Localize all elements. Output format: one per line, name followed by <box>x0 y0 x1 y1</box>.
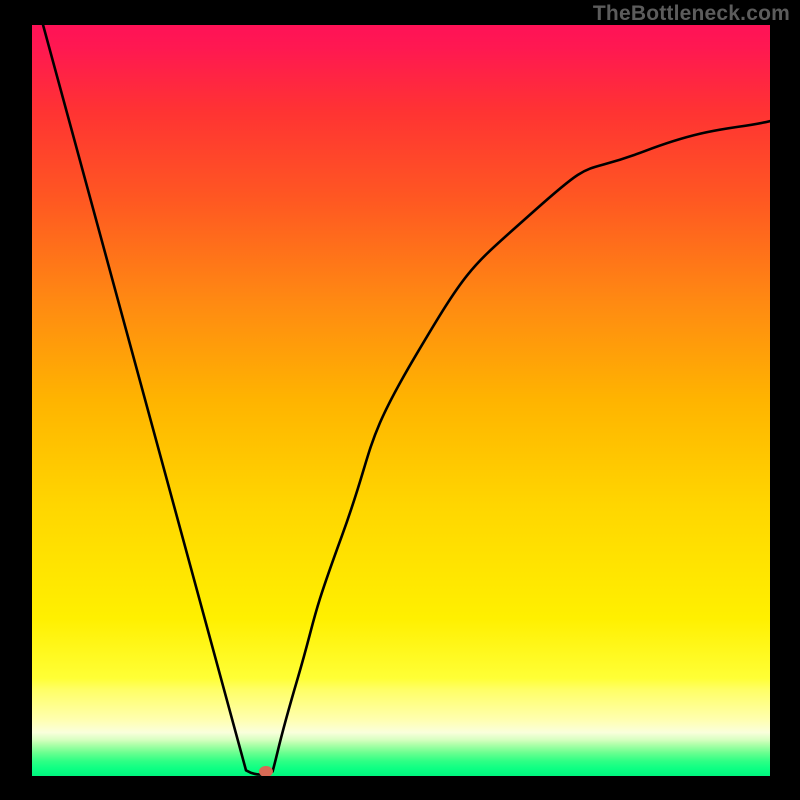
gradient-background <box>32 25 770 776</box>
chart-svg <box>0 0 800 800</box>
optimal-point-marker <box>259 766 273 777</box>
chart-stage: TheBottleneck.com <box>0 0 800 800</box>
watermark-text: TheBottleneck.com <box>593 2 790 26</box>
